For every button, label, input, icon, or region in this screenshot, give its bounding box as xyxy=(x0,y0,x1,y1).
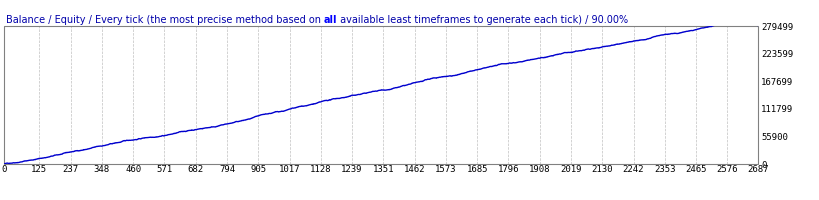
Text: Balance / Equity / Every tick (the most precise method based on: Balance / Equity / Every tick (the most … xyxy=(6,15,324,25)
Text: all: all xyxy=(324,15,337,25)
Text: available least timeframes to generate each tick) / 90.00%: available least timeframes to generate e… xyxy=(337,15,627,25)
